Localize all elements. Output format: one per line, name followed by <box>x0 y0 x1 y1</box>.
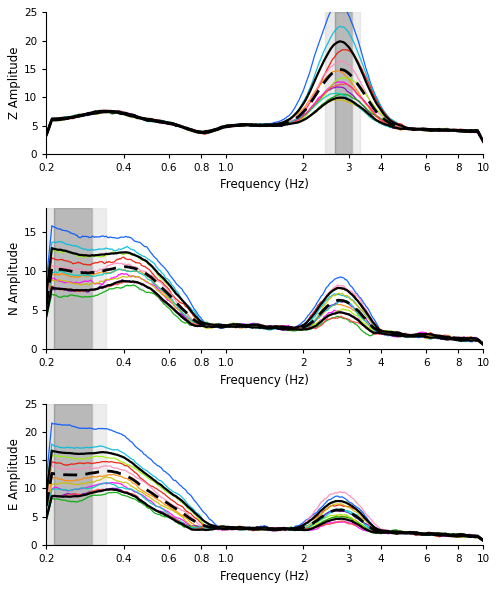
Bar <box>353 12 360 154</box>
Bar <box>54 404 92 545</box>
Bar <box>325 12 335 154</box>
Y-axis label: E Amplitude: E Amplitude <box>8 439 21 510</box>
Bar <box>92 404 107 545</box>
X-axis label: Frequency (Hz): Frequency (Hz) <box>220 178 309 191</box>
X-axis label: Frequency (Hz): Frequency (Hz) <box>220 570 309 583</box>
Bar <box>30 404 54 545</box>
Bar <box>92 208 107 349</box>
Y-axis label: Z Amplitude: Z Amplitude <box>8 47 21 119</box>
Y-axis label: N Amplitude: N Amplitude <box>8 242 21 316</box>
Bar <box>54 208 92 349</box>
X-axis label: Frequency (Hz): Frequency (Hz) <box>220 374 309 387</box>
Bar <box>335 12 353 154</box>
Bar <box>30 208 54 349</box>
